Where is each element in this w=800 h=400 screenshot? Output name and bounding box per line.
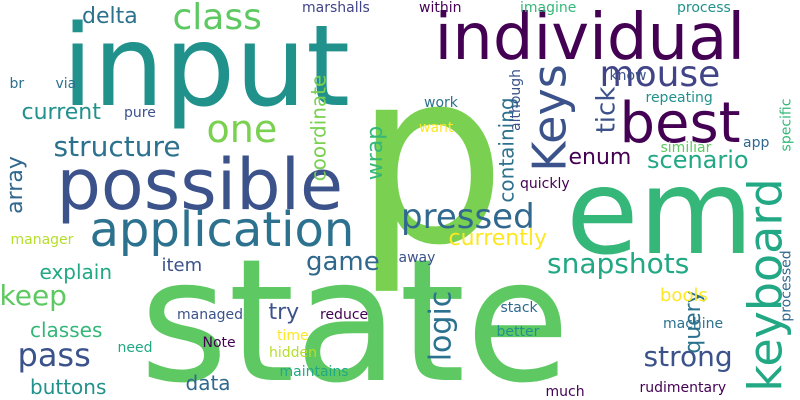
word-application: application — [89, 202, 355, 258]
word-machine: machine — [663, 316, 724, 332]
word-wrap: wrap — [363, 125, 389, 181]
word-keys: Keys — [522, 64, 577, 172]
word-although: although — [508, 68, 525, 132]
word-manager: manager — [10, 232, 74, 248]
word-structure: structure — [53, 130, 181, 163]
word-similiar: similiar — [660, 140, 712, 156]
word-pressed: pressed — [401, 197, 535, 237]
word-scenario: scenario — [647, 146, 749, 174]
word-repeating: repeating — [645, 90, 713, 106]
word-possible: possible — [56, 144, 344, 226]
word-time: time — [277, 328, 309, 344]
word-managed: managed — [177, 307, 244, 323]
word-reduce: reduce — [320, 307, 369, 323]
word-array: array — [2, 156, 28, 214]
word-enum: enum — [568, 145, 632, 170]
word-pass: pass — [17, 336, 91, 374]
word-keep: keep — [0, 279, 67, 312]
word-tick: tick — [590, 86, 621, 134]
word-currently: currently — [448, 226, 548, 251]
word-em: em — [566, 143, 754, 281]
word-logic: logic — [422, 290, 458, 362]
word-strong: strong — [643, 340, 733, 373]
word-bools: bools — [660, 285, 708, 306]
word-item: item — [161, 255, 203, 276]
word-best: best — [619, 91, 741, 156]
word-processed: processed — [778, 250, 795, 322]
word-app: app — [743, 135, 770, 151]
word-rudimentary: rudimentary — [639, 380, 727, 396]
word-within: within — [419, 0, 462, 16]
word-state: state — [139, 223, 571, 400]
word-imagine: imagine — [520, 0, 577, 16]
word-explain: explain — [39, 260, 113, 284]
word-via: via — [55, 76, 77, 92]
word-mouse: mouse — [599, 54, 721, 95]
word-maintains: maintains — [279, 364, 349, 380]
word-pure: pure — [124, 105, 156, 121]
word-individual: individual — [434, 1, 746, 75]
word-p: p — [354, 18, 507, 298]
word-one: one — [206, 107, 278, 151]
word-note: Note — [202, 335, 236, 351]
word-br: br — [9, 76, 25, 92]
word-game: game — [306, 247, 380, 277]
word-input: input — [62, 2, 351, 132]
word-know: know — [609, 68, 647, 84]
word-need: need — [117, 340, 153, 356]
word-snapshots: snapshots — [547, 247, 690, 280]
word-want: want — [419, 120, 454, 136]
word-hidden: hidden — [269, 345, 318, 361]
word-data: data — [185, 371, 231, 395]
word-work: work — [424, 95, 458, 111]
word-buttons: buttons — [30, 375, 107, 399]
word-marshalls: marshalls — [302, 0, 370, 16]
word-process: process — [677, 0, 731, 16]
word-away: away — [398, 250, 436, 266]
word-current: current — [21, 100, 101, 125]
word-try: try — [268, 300, 300, 325]
word-stack: stack — [500, 300, 538, 316]
word-delta: delta — [82, 4, 138, 29]
word-better: better — [496, 324, 540, 340]
word-classes: classes — [30, 318, 103, 342]
word-specific: specific — [777, 98, 794, 152]
word-much: much — [545, 384, 585, 400]
word-coordinate: coordinate — [305, 74, 330, 182]
word-quickly: quickly — [520, 176, 570, 192]
word-class: class — [172, 0, 262, 38]
